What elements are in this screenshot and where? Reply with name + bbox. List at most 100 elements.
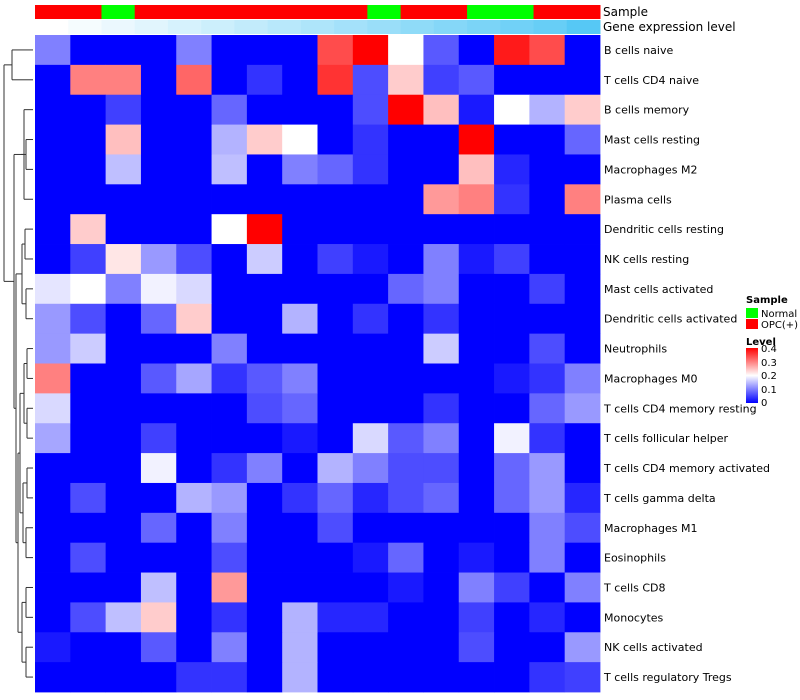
sample-cell <box>400 5 435 19</box>
heatmap-cell <box>423 662 460 693</box>
heatmap-cell <box>105 662 142 693</box>
heatmap-cell <box>494 363 530 394</box>
heatmap-cell <box>176 393 212 424</box>
heatmap-cell <box>529 393 566 424</box>
heatmap-cell <box>282 154 318 185</box>
row-label: Neutrophils <box>604 343 667 356</box>
heatmap-cell <box>458 64 495 96</box>
heatmap-cell <box>140 124 177 155</box>
sample-cell <box>35 5 69 19</box>
heatmap-cell <box>564 64 601 96</box>
heatmap-cell <box>494 273 530 305</box>
heatmap-cell <box>70 124 107 155</box>
heatmap-cell <box>352 214 389 245</box>
heatmap-cell <box>176 632 212 663</box>
legend-sample-title: Sample <box>746 295 788 306</box>
heatmap-cell <box>70 482 107 514</box>
heatmap-cell <box>388 94 424 125</box>
heatmap-cell <box>140 64 177 96</box>
heatmap-cell <box>246 512 283 544</box>
legend-tick-0.3: 0.3 <box>761 358 777 369</box>
heatmap-cell <box>317 512 354 544</box>
heatmap-cell <box>352 602 389 633</box>
heatmap-cell <box>70 64 107 96</box>
sample-cell <box>500 5 535 19</box>
legend-color-ramp <box>746 348 758 403</box>
expression-cell <box>134 20 169 34</box>
heatmap-cell <box>352 94 389 125</box>
heatmap-cell <box>70 512 107 544</box>
heatmap-cell <box>564 154 601 185</box>
heatmap-cell <box>246 64 283 96</box>
heatmap-cell <box>211 393 248 424</box>
row-label: T cells CD4 memory resting <box>603 402 757 415</box>
heatmap-cell <box>564 542 601 573</box>
heatmap-cell <box>140 512 177 544</box>
sample-cell <box>433 5 468 19</box>
legend-tick-0.4: 0.4 <box>761 344 777 355</box>
heatmap-cell <box>176 453 212 484</box>
heatmap-cell <box>176 363 212 394</box>
heatmap-cell <box>35 244 71 275</box>
heatmap-cell <box>423 333 460 364</box>
heatmap-cell <box>564 273 601 305</box>
heatmap-cell <box>388 662 424 693</box>
sample-cell <box>300 5 335 19</box>
legend-tick-0: 0 <box>761 398 767 409</box>
heatmap-cell <box>423 244 460 275</box>
heatmap-cell <box>105 393 142 424</box>
heatmap-cell <box>105 453 142 484</box>
heatmap-cell <box>246 303 283 335</box>
heatmap-cell <box>494 303 530 335</box>
legend-tick-0.1: 0.1 <box>761 385 777 396</box>
heatmap-cell <box>494 453 530 484</box>
heatmap-cell <box>388 602 424 633</box>
expression-cell <box>167 20 202 34</box>
heatmap-cell <box>211 542 248 573</box>
heatmap-cell <box>317 482 354 514</box>
heatmap-cell <box>529 363 566 394</box>
heatmap-cell <box>352 453 389 484</box>
heatmap-cell <box>352 273 389 305</box>
heatmap-cell <box>352 662 389 693</box>
sample-cell <box>533 5 568 19</box>
heatmap-cell <box>458 512 495 544</box>
heatmap-cell <box>246 632 283 663</box>
heatmap-cell <box>564 423 601 454</box>
heatmap-cell <box>529 512 566 544</box>
heatmap-cell <box>317 184 354 215</box>
heatmap-cell <box>176 662 212 693</box>
heatmap-cell <box>211 632 248 663</box>
row-label: Mast cells resting <box>604 134 700 147</box>
heatmap-cell <box>529 602 566 633</box>
heatmap-cell <box>140 363 177 394</box>
heatmap-cell <box>105 273 142 305</box>
heatmap-cell <box>282 333 318 364</box>
heatmap-cell <box>70 662 107 693</box>
heatmap-cell <box>35 184 71 215</box>
heatmap-cell <box>458 542 495 573</box>
heatmap-cell <box>458 94 495 125</box>
heatmap-cell <box>388 244 424 275</box>
heatmap-cell <box>352 184 389 215</box>
heatmap-cell <box>211 333 248 364</box>
heatmap-cell <box>564 662 601 693</box>
heatmap-cell <box>246 572 283 603</box>
heatmap-cell <box>282 35 318 66</box>
row-label: Eosinophils <box>604 552 666 565</box>
row-label: Dendritic cells activated <box>604 313 737 326</box>
heatmap-cell <box>423 124 460 155</box>
heatmap-cell <box>70 423 107 454</box>
heatmap-cell <box>176 64 212 96</box>
heatmap-cell <box>529 273 566 305</box>
heatmap-cell <box>423 273 460 305</box>
heatmap-cell <box>105 602 142 633</box>
heatmap-cell <box>140 214 177 245</box>
heatmap-cell <box>352 542 389 573</box>
heatmap-cell <box>35 124 71 155</box>
heatmap-cell <box>458 244 495 275</box>
heatmap-cell <box>458 423 495 454</box>
row-label: B cells naive <box>604 44 673 57</box>
heatmap-cell <box>388 393 424 424</box>
heatmap-cell <box>282 124 318 155</box>
